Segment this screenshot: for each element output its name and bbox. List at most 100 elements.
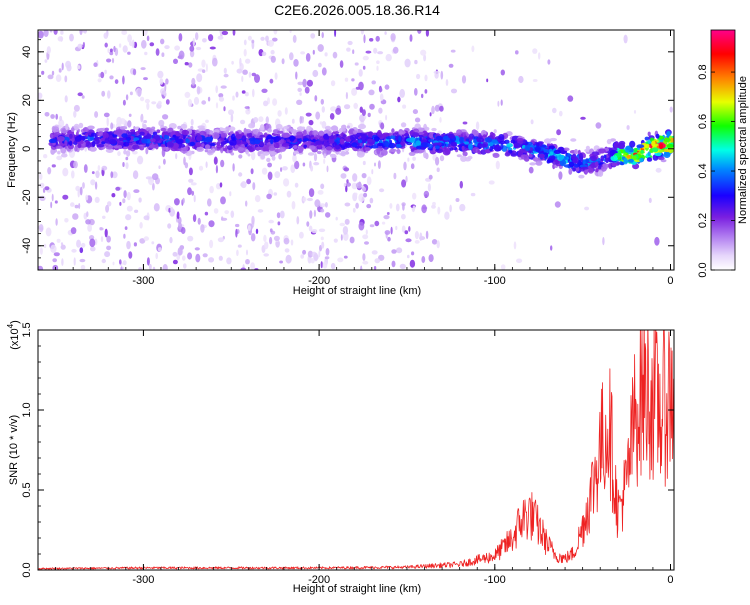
noise-cell bbox=[317, 190, 324, 195]
noise-cell bbox=[82, 41, 85, 48]
ridge-cell bbox=[101, 141, 106, 145]
noise-cell bbox=[669, 106, 673, 113]
snr-frame bbox=[37, 329, 675, 571]
ridge-cell bbox=[492, 153, 500, 158]
noise-cell bbox=[140, 96, 145, 102]
ridge-cell bbox=[534, 145, 541, 153]
noise-cell bbox=[436, 240, 440, 249]
noise-cell bbox=[344, 202, 351, 207]
noise-cell bbox=[528, 166, 534, 174]
noise-cell bbox=[122, 198, 126, 204]
ridge-cell bbox=[333, 134, 337, 140]
ridge-cell bbox=[205, 136, 213, 143]
ridge-cell bbox=[325, 146, 333, 151]
ridge-cell bbox=[323, 153, 327, 159]
ridge-cell bbox=[318, 130, 325, 136]
noise-cell bbox=[106, 245, 112, 251]
noise-cell bbox=[52, 258, 57, 263]
noise-cell bbox=[334, 30, 337, 37]
noise-cell bbox=[313, 153, 318, 162]
ridge-cell bbox=[267, 128, 272, 133]
ridge-cell bbox=[510, 139, 516, 144]
ridge-cell bbox=[493, 129, 497, 134]
noise-cell bbox=[427, 183, 431, 192]
noise-cell bbox=[335, 107, 342, 115]
noise-cell bbox=[99, 227, 104, 231]
noise-cell bbox=[44, 186, 50, 191]
ridge-cell bbox=[361, 133, 366, 138]
noise-cell bbox=[189, 45, 195, 52]
noise-cell bbox=[276, 212, 281, 219]
noise-cell bbox=[144, 98, 150, 104]
noise-cell bbox=[44, 59, 48, 63]
noise-cell bbox=[461, 75, 467, 84]
noise-cell bbox=[202, 69, 206, 73]
ridge-cell bbox=[127, 131, 132, 138]
noise-cell bbox=[497, 100, 500, 107]
ridge-cell bbox=[213, 129, 220, 134]
noise-cell bbox=[310, 165, 314, 172]
heatmap-x-tick-label: 0 bbox=[667, 275, 673, 287]
noise-cell bbox=[470, 192, 476, 197]
snr-multiplier-close: ) bbox=[9, 320, 21, 324]
ridge-cell bbox=[578, 152, 584, 160]
noise-cell bbox=[245, 259, 250, 265]
noise-cell bbox=[321, 67, 327, 76]
noise-cell bbox=[195, 253, 201, 263]
ridge-cell bbox=[529, 162, 537, 166]
ridge-cell bbox=[312, 130, 319, 136]
noise-cell bbox=[152, 173, 159, 181]
noise-cell bbox=[118, 43, 122, 48]
ridge-cell bbox=[142, 123, 147, 130]
ridge-cell bbox=[69, 140, 73, 146]
ridge-cell bbox=[204, 149, 208, 153]
noise-cell bbox=[351, 78, 355, 82]
noise-cell bbox=[449, 204, 452, 213]
noise-cell bbox=[61, 258, 64, 266]
noise-cell bbox=[39, 195, 46, 201]
noise-cell bbox=[290, 164, 296, 173]
noise-cell bbox=[243, 48, 247, 57]
ridge-cell bbox=[548, 145, 556, 150]
noise-cell bbox=[428, 254, 434, 263]
ridge-cell bbox=[229, 139, 237, 146]
noise-cell bbox=[250, 168, 254, 175]
noise-cell bbox=[38, 265, 44, 270]
noise-cell bbox=[215, 165, 218, 174]
noise-cell bbox=[412, 156, 416, 161]
noise-cell bbox=[51, 164, 56, 168]
noise-cell bbox=[373, 266, 377, 270]
noise-cell bbox=[300, 254, 305, 259]
noise-cell bbox=[198, 165, 204, 171]
noise-cell bbox=[232, 95, 235, 101]
ridge-cell bbox=[328, 137, 335, 144]
ridge-cell bbox=[340, 150, 346, 157]
noise-cell bbox=[332, 51, 338, 59]
ridge-cell bbox=[312, 138, 316, 143]
noise-cell bbox=[361, 109, 366, 116]
ridge-cell bbox=[344, 143, 352, 148]
noise-cell bbox=[626, 125, 630, 130]
noise-cell bbox=[122, 99, 126, 106]
noise-cell bbox=[223, 106, 226, 112]
ridge-cell bbox=[303, 129, 307, 137]
ridge-cell bbox=[395, 143, 402, 148]
ridge-cell bbox=[421, 142, 429, 148]
ridge-cell bbox=[342, 145, 346, 150]
ridge-cell bbox=[115, 129, 123, 134]
ridge-cell bbox=[651, 147, 659, 153]
noise-cell bbox=[89, 238, 96, 248]
noise-cell bbox=[133, 242, 137, 247]
ridge-cell bbox=[413, 149, 420, 154]
noise-cell bbox=[445, 79, 449, 86]
ridge-cell bbox=[597, 170, 604, 177]
heatmap-frame bbox=[37, 29, 675, 271]
ridge-cell bbox=[431, 127, 437, 132]
ridge-cell bbox=[185, 138, 190, 144]
ridge-cell bbox=[230, 133, 236, 141]
noise-cell bbox=[43, 154, 48, 159]
noise-cell bbox=[132, 170, 139, 180]
noise-cell bbox=[273, 30, 278, 35]
noise-cell bbox=[107, 48, 110, 53]
ridge-cell bbox=[196, 146, 204, 152]
